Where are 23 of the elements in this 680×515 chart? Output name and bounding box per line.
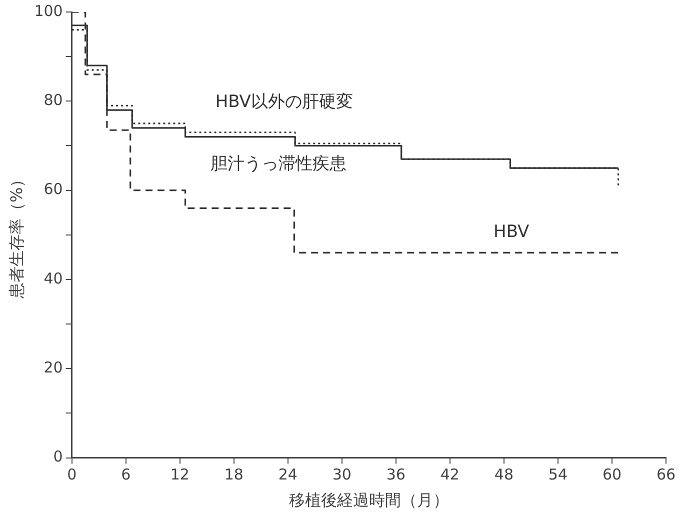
y-tick-label: 60 [44,180,63,198]
x-tick-label: 18 [224,466,244,484]
x-tick-label: 54 [548,466,568,484]
x-tick-label: 48 [494,466,514,484]
x-tick-label: 12 [170,466,190,484]
x-tick-label: 6 [121,466,131,484]
x-axis-title: 移植後経過時間（月） [288,490,449,510]
y-tick-label: 80 [44,91,63,110]
x-tick-label: 30 [332,466,352,484]
x-tick-label: 66 [656,466,676,484]
y-tick-label: 0 [53,448,63,466]
x-tick-label: 24 [278,466,298,484]
y-axis-title: 患者生存率（%） [6,171,26,300]
x-tick-label: 42 [440,466,460,484]
x-tick-label: 60 [602,466,622,484]
series-label: HBV以外の肝硬変 [215,92,353,112]
y-tick-label: 100 [34,2,63,20]
x-tick-label: 36 [386,466,406,484]
series-label: 胆汁うっ滞性疾患 [210,154,347,174]
x-tick-label: 0 [67,466,77,484]
y-tick-label: 20 [44,358,63,377]
series-label: HBV [494,222,530,242]
y-tick-label: 40 [44,269,63,288]
